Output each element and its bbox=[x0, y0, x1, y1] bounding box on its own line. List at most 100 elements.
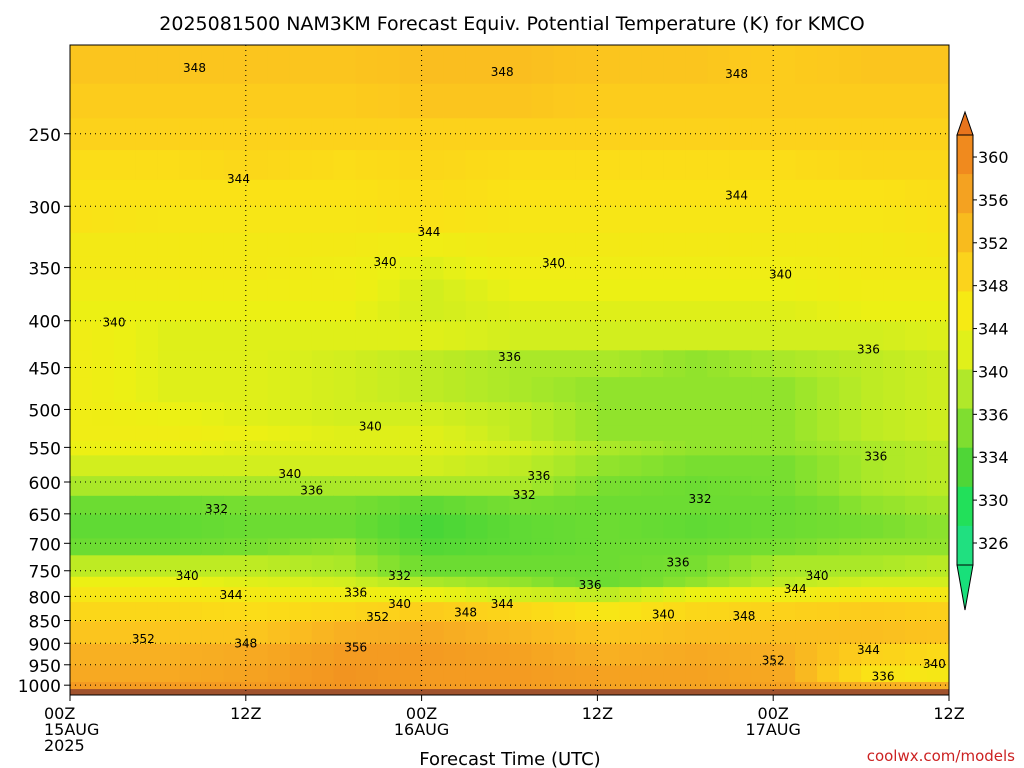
field-cell bbox=[355, 537, 379, 556]
field-cell bbox=[641, 576, 665, 588]
field-cell bbox=[509, 376, 533, 403]
field-cell bbox=[377, 349, 401, 378]
field-cell bbox=[619, 349, 643, 378]
field-cell bbox=[685, 440, 709, 456]
field-cell bbox=[289, 664, 313, 682]
field-cell bbox=[883, 300, 906, 322]
y-tick-label: 450 bbox=[29, 360, 61, 380]
field-cell bbox=[619, 475, 643, 496]
field-cell bbox=[509, 643, 533, 666]
field-cell bbox=[773, 537, 796, 556]
field-cell bbox=[531, 401, 555, 426]
field-cell bbox=[355, 232, 379, 257]
field-cell bbox=[751, 320, 774, 351]
field-cell bbox=[817, 206, 840, 233]
field-cell bbox=[751, 601, 774, 622]
field-cell bbox=[663, 643, 687, 666]
field-cell bbox=[597, 349, 621, 378]
field-cell bbox=[883, 425, 906, 441]
field-cell bbox=[443, 178, 467, 207]
field-cell bbox=[619, 376, 643, 403]
field-cell bbox=[883, 376, 906, 403]
field-cell bbox=[333, 45, 357, 84]
contour-label: 348 bbox=[732, 609, 755, 623]
field-cell bbox=[839, 320, 862, 351]
field-cell bbox=[135, 349, 159, 378]
field-cell bbox=[179, 454, 203, 477]
field-cell bbox=[92, 376, 115, 403]
field-cell bbox=[311, 149, 335, 180]
field-cell bbox=[905, 45, 928, 84]
field-cell bbox=[663, 537, 687, 556]
field-cell bbox=[377, 440, 401, 456]
field-cell bbox=[751, 513, 774, 539]
field-cell bbox=[399, 454, 423, 477]
contour-label: 332 bbox=[513, 488, 536, 502]
field-cell bbox=[795, 440, 818, 456]
colorbar-label: 352 bbox=[978, 234, 1009, 253]
field-cell bbox=[817, 513, 840, 539]
field-cell bbox=[289, 149, 313, 180]
contour-label: 348 bbox=[491, 65, 514, 79]
field-cell bbox=[114, 232, 137, 257]
field-cell bbox=[795, 495, 818, 515]
field-cell bbox=[795, 586, 818, 603]
field-cell bbox=[531, 454, 555, 477]
colorbar-swatch bbox=[957, 369, 973, 410]
field-cell bbox=[135, 495, 159, 515]
field-cell bbox=[685, 664, 709, 682]
colorbar-swatch bbox=[957, 525, 973, 566]
field-cell bbox=[773, 206, 796, 233]
field-cell bbox=[421, 537, 445, 556]
field-cell bbox=[729, 586, 753, 603]
contour-label: 356 bbox=[344, 641, 367, 655]
field-cell bbox=[905, 82, 928, 119]
field-cell bbox=[487, 601, 511, 622]
field-cell bbox=[157, 454, 181, 477]
field-cell bbox=[377, 82, 401, 119]
field-cell bbox=[685, 454, 709, 477]
field-cell bbox=[663, 178, 687, 207]
field-cell bbox=[883, 475, 906, 496]
field-cell bbox=[751, 586, 774, 603]
field-cell bbox=[289, 601, 313, 622]
field-cell bbox=[597, 440, 621, 456]
field-cell bbox=[333, 495, 357, 515]
field-cell bbox=[663, 425, 687, 441]
field-cell bbox=[905, 643, 928, 666]
field-cell bbox=[905, 206, 928, 233]
field-cell bbox=[465, 554, 489, 577]
field-cell bbox=[575, 586, 599, 603]
field-cell bbox=[92, 475, 115, 496]
field-cell bbox=[663, 440, 687, 456]
field-cell bbox=[839, 278, 862, 302]
field-cell bbox=[641, 256, 665, 280]
field-cell bbox=[707, 554, 731, 577]
field-cell bbox=[355, 620, 379, 644]
field-cell bbox=[421, 554, 445, 577]
field-cell bbox=[927, 425, 949, 441]
field-cell bbox=[267, 278, 291, 302]
field-cell bbox=[861, 576, 884, 588]
field-cell bbox=[905, 440, 928, 456]
field-cell bbox=[553, 601, 577, 622]
field-cell bbox=[443, 45, 467, 84]
field-cell bbox=[883, 664, 906, 682]
field-cell bbox=[201, 513, 225, 539]
field-cell bbox=[333, 475, 357, 496]
field-cell bbox=[487, 320, 511, 351]
field-cell bbox=[751, 300, 774, 322]
field-cell bbox=[817, 178, 840, 207]
field-cell bbox=[861, 300, 884, 322]
field-cell bbox=[509, 401, 533, 426]
field-cell bbox=[795, 149, 818, 180]
field-cell bbox=[157, 300, 181, 322]
field-cell bbox=[553, 278, 577, 302]
field-cell bbox=[157, 206, 181, 233]
field-cell bbox=[619, 300, 643, 322]
field-cell bbox=[531, 278, 555, 302]
field-cell bbox=[135, 82, 159, 119]
field-cell bbox=[267, 475, 291, 496]
field-cell bbox=[927, 278, 949, 302]
field-cell bbox=[751, 454, 774, 477]
